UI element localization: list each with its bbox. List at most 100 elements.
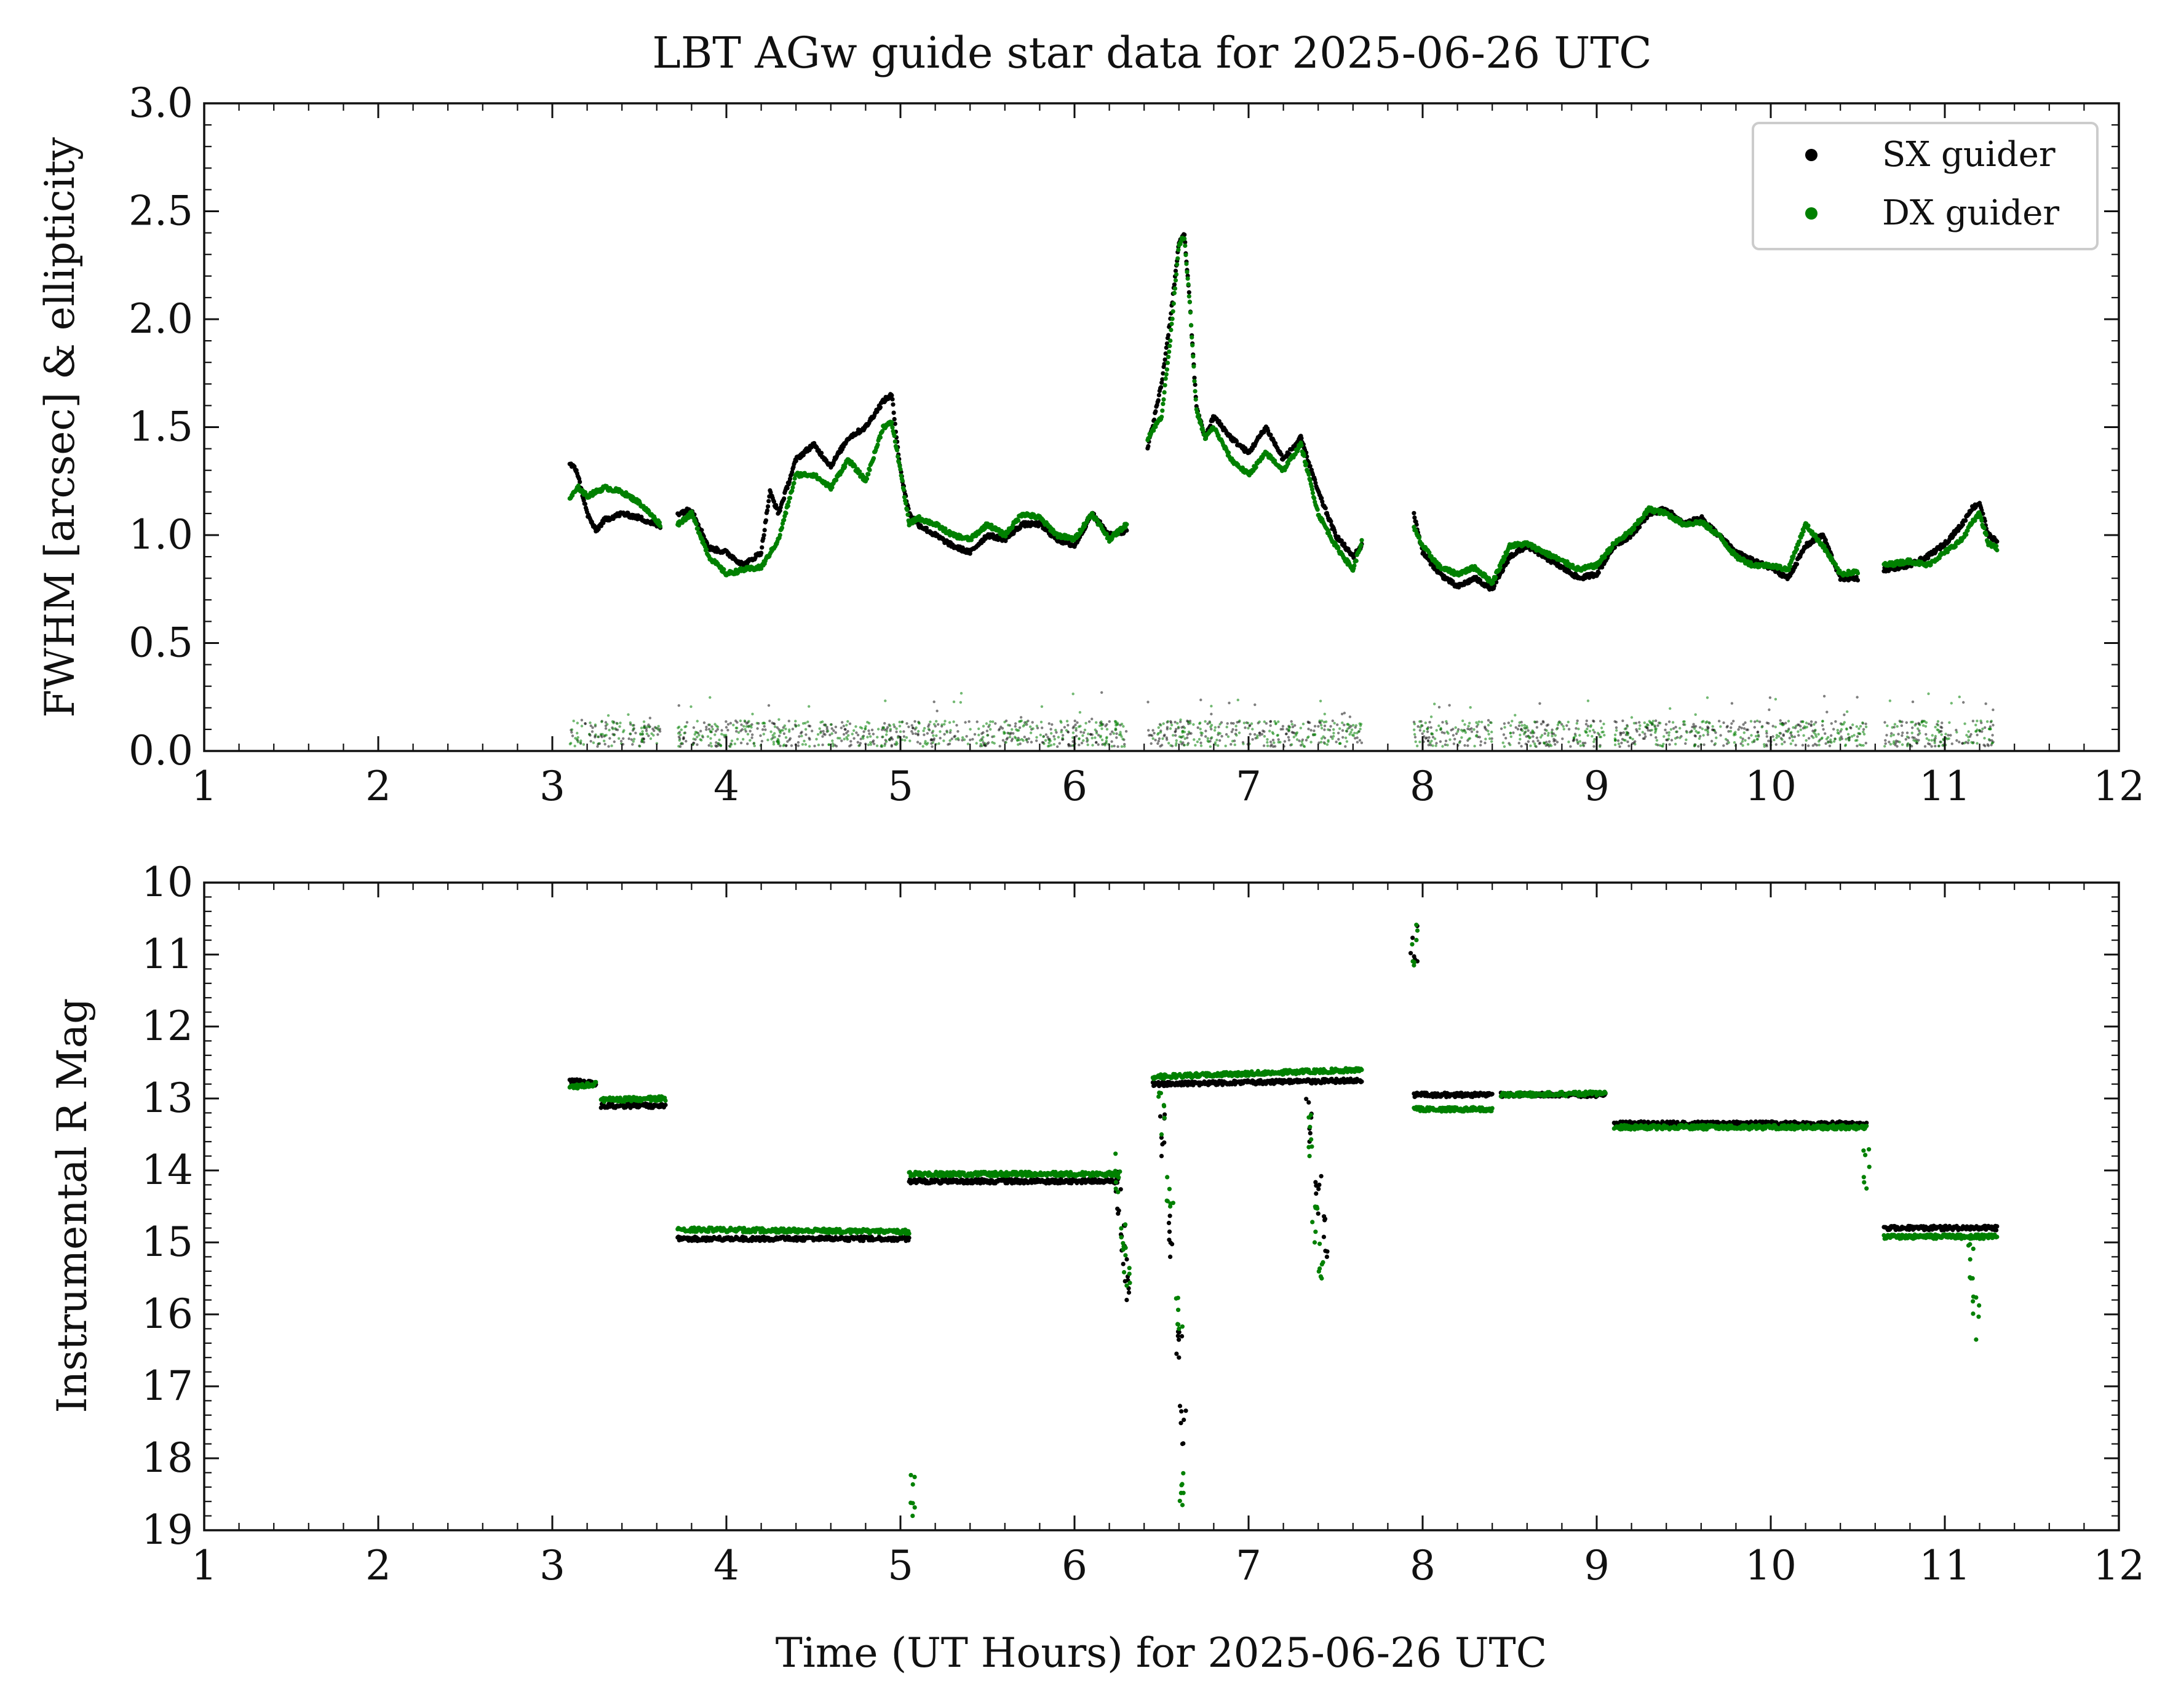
fwhm-point (699, 528, 704, 533)
ellipticity-point (841, 721, 844, 724)
ellipticity-point (1817, 733, 1820, 736)
ellipticity-point (654, 726, 657, 730)
ellipticity-point (1791, 736, 1794, 739)
ellipticity-point (1656, 724, 1659, 727)
ellipticity-point (1444, 743, 1447, 747)
ellipticity-point (1543, 732, 1546, 735)
ellipticity-point (685, 739, 688, 743)
ellipticity-point (1337, 731, 1340, 735)
ellipticity-point (1084, 721, 1087, 725)
ellipticity-point (610, 744, 613, 747)
ellipticity-point (1319, 721, 1322, 725)
ellipticity-point (1554, 734, 1557, 737)
ellipticity-point (1470, 730, 1474, 733)
ellipticity-point (1251, 728, 1254, 731)
ellipticity-point (1309, 741, 1313, 744)
ellipticity-point (1490, 730, 1493, 734)
ellipticity-point (631, 743, 634, 746)
fwhm-point (1188, 310, 1193, 315)
ellipticity-point (1159, 724, 1162, 727)
ellipticity-point (1124, 729, 1128, 733)
ellipticity-point (822, 729, 825, 733)
ellipticity-point (852, 737, 856, 740)
ellipticity-point (1020, 719, 1023, 723)
ellipticity-point (1635, 728, 1638, 731)
fwhm-point (1169, 327, 1174, 333)
ellipticity-point (1490, 740, 1493, 743)
ellipticity-point (1855, 725, 1858, 728)
ellipticity-point (1801, 744, 1805, 747)
ellipticity-point (1065, 720, 1069, 723)
ellipticity-point (1281, 728, 1284, 731)
ellipticity-point (1029, 731, 1033, 734)
ellipticity-point (1797, 730, 1800, 733)
ellipticity-point (779, 744, 782, 747)
ellipticity-point (622, 730, 625, 734)
ellipticity-point (711, 728, 714, 731)
ellipticity-point (905, 736, 908, 739)
ellipticity-point (1921, 724, 1925, 727)
ellipticity-point (786, 740, 789, 743)
ellipticity-point (1602, 730, 1605, 734)
ellipticity-point (739, 729, 742, 733)
ellipticity-point (848, 722, 852, 725)
ellipticity-point (1987, 738, 1991, 741)
ellipticity-point (618, 737, 621, 740)
ellipticity-point (603, 742, 606, 746)
ellipticity-point (868, 732, 871, 736)
ellipticity-point (896, 736, 900, 739)
ellipticity-point (1647, 729, 1650, 732)
ellipticity-point (1971, 742, 1974, 745)
ellipticity-point (1638, 727, 1641, 731)
ellipticity-point (845, 723, 848, 727)
ellipticity-point (596, 745, 599, 748)
ellipticity-point (1319, 741, 1323, 744)
ellipticity-point (716, 725, 720, 729)
ellipticity-point (1567, 728, 1571, 731)
ellipticity-point (1009, 731, 1013, 735)
ellipticity-point (1330, 735, 1333, 739)
ellipticity-point (1095, 721, 1098, 724)
ellipticity-point (629, 732, 632, 736)
fwhm-point (878, 405, 883, 410)
ellipticity-point (742, 725, 745, 728)
ellipticity-point (1456, 730, 1460, 733)
ellipticity-point (1792, 726, 1795, 729)
ellipticity-point (1025, 721, 1028, 724)
ellipticity-point (1426, 730, 1429, 733)
ellipticity-point (1095, 731, 1098, 735)
ellipticity-point (1518, 721, 1521, 725)
ellipticity-point (923, 733, 926, 736)
ellipticity-point (1905, 744, 1909, 748)
ellipticity-point (1452, 742, 1456, 745)
ellipticity-point (1788, 736, 1791, 740)
ellipticity-point (1463, 729, 1466, 733)
ellipticity-point (677, 704, 681, 707)
ellipticity-point (1980, 730, 1984, 733)
ellipticity-point (1218, 723, 1222, 726)
ellipticity-point (1289, 726, 1292, 729)
fwhm-point (1159, 415, 1164, 419)
ellipticity-point (1204, 735, 1207, 738)
ellipticity-point (1888, 741, 1891, 744)
fwhm-point (1146, 443, 1151, 449)
ellipticity-point (1850, 735, 1854, 738)
ellipticity-point (981, 739, 984, 742)
ellipticity-point (747, 720, 750, 723)
ellipticity-point (1531, 740, 1535, 743)
ellipticity-point (932, 700, 936, 704)
ellipticity-point (819, 731, 822, 734)
ellipticity-point (1235, 734, 1238, 737)
ellipticity-point (927, 728, 931, 731)
ellipticity-point (1737, 728, 1740, 731)
ellipticity-point (1450, 728, 1453, 732)
ellipticity-point (1169, 727, 1172, 730)
ellipticity-point (570, 731, 573, 734)
fwhm-point (1191, 354, 1196, 359)
fwhm-point (819, 450, 824, 456)
ellipticity-point (851, 733, 854, 736)
ellipticity-point (1086, 738, 1089, 742)
ellipticity-point (744, 728, 747, 731)
ellipticity-point (1641, 731, 1644, 734)
ellipticity-point (750, 736, 753, 739)
